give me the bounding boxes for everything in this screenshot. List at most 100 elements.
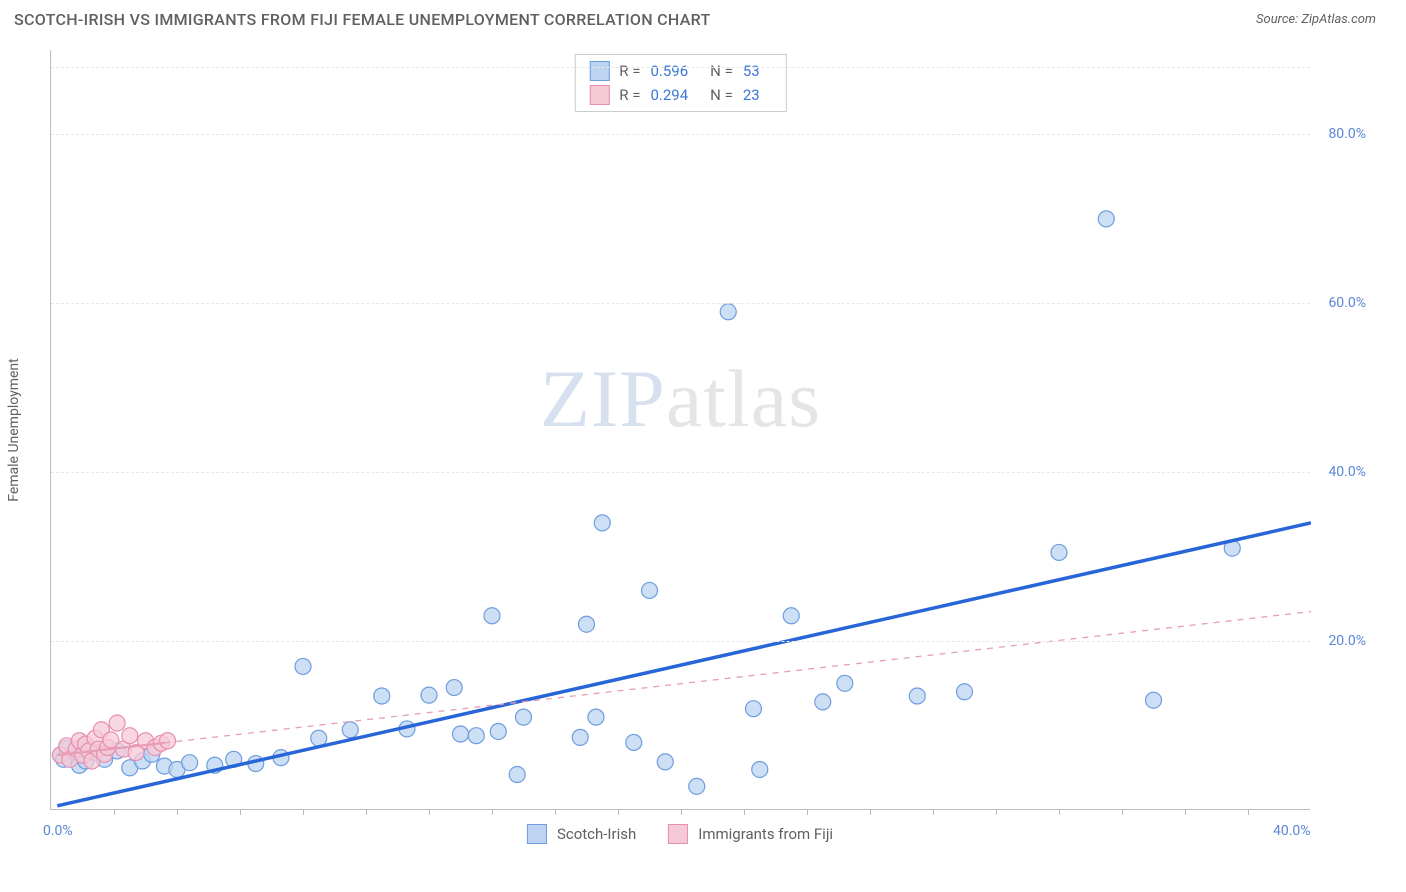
plot-box: ZIPatlas R = 0.596 N = 53 R = 0.294 N = …	[50, 50, 1310, 810]
trend-line-series-2	[164, 612, 1311, 743]
data-point-series-1	[657, 754, 673, 770]
data-point-series-1	[509, 767, 525, 783]
x-minor-tick	[303, 809, 304, 815]
y-tick-label: 20.0%	[1328, 633, 1366, 649]
data-point-series-2	[90, 741, 106, 757]
grid-line	[51, 134, 1310, 135]
data-point-series-2	[122, 728, 138, 744]
x-minor-tick	[1059, 809, 1060, 815]
x-minor-tick	[177, 809, 178, 815]
data-point-series-1	[75, 739, 91, 755]
data-point-series-1	[97, 751, 113, 767]
legend-swatch-bottom-2	[668, 824, 688, 844]
data-point-series-1	[182, 755, 198, 771]
data-point-series-2	[160, 733, 176, 749]
data-point-series-2	[71, 733, 87, 749]
y-tick-label: 40.0%	[1328, 464, 1366, 480]
data-point-series-1	[68, 745, 84, 761]
legend-swatch-series-1	[589, 61, 609, 81]
data-point-series-2	[97, 746, 113, 762]
x-minor-tick	[555, 809, 556, 815]
data-point-series-2	[78, 736, 94, 752]
legend-n-value-2: 23	[743, 86, 760, 104]
data-point-series-1	[109, 743, 125, 759]
x-minor-tick	[114, 809, 115, 815]
x-minor-tick	[240, 809, 241, 815]
data-point-series-1	[311, 730, 327, 746]
data-point-series-2	[93, 722, 109, 738]
x-minor-tick	[1185, 809, 1186, 815]
data-point-series-1	[453, 726, 469, 742]
legend-n-label: N =	[710, 86, 733, 104]
data-point-series-1	[156, 758, 172, 774]
legend-swatch-series-2	[589, 85, 609, 105]
legend-n-value-1: 53	[743, 62, 760, 80]
data-point-series-2	[84, 753, 100, 769]
x-minor-tick	[1122, 809, 1123, 815]
x-minor-tick	[492, 809, 493, 815]
data-point-series-1	[594, 515, 610, 531]
data-point-series-1	[468, 728, 484, 744]
data-point-series-1	[1224, 540, 1240, 556]
y-axis-label: Female Unemployment	[6, 358, 22, 502]
data-point-series-1	[78, 753, 94, 769]
chart-title: SCOTCH-IRISH VS IMMIGRANTS FROM FIJI FEM…	[14, 10, 711, 29]
data-point-series-2	[87, 730, 103, 746]
data-point-series-1	[957, 684, 973, 700]
grid-line	[51, 641, 1310, 642]
x-minor-tick	[933, 809, 934, 815]
data-point-series-1	[421, 687, 437, 703]
legend-r-value-1: 0.596	[650, 62, 688, 80]
data-point-series-1	[720, 304, 736, 320]
data-point-series-2	[103, 732, 119, 748]
data-point-series-1	[56, 751, 72, 767]
legend-row-series-1: R = 0.596 N = 53	[589, 59, 771, 83]
data-point-series-2	[109, 715, 125, 731]
data-point-series-1	[59, 740, 75, 756]
data-point-series-1	[689, 778, 705, 794]
legend-row-series-2: R = 0.294 N = 23	[589, 83, 771, 107]
data-point-series-1	[446, 680, 462, 696]
data-point-series-1	[752, 761, 768, 777]
legend-n-label: N =	[710, 62, 733, 80]
data-point-series-1	[399, 721, 415, 737]
legend-r-label: R =	[619, 86, 640, 104]
data-point-series-1	[169, 761, 185, 777]
data-point-series-1	[1146, 692, 1162, 708]
data-point-series-1	[783, 608, 799, 624]
data-point-series-1	[626, 734, 642, 750]
data-point-series-1	[588, 709, 604, 725]
legend-label-bottom-1: Scotch-Irish	[557, 825, 636, 843]
watermark-zip: ZIP	[540, 353, 666, 444]
x-minor-tick	[429, 809, 430, 815]
data-point-series-1	[144, 746, 160, 762]
legend-r-value-2: 0.294	[650, 86, 688, 104]
data-point-series-1	[1098, 211, 1114, 227]
correlation-legend: R = 0.596 N = 53 R = 0.294 N = 23	[574, 54, 786, 112]
data-point-series-2	[153, 735, 169, 751]
data-point-series-1	[909, 688, 925, 704]
chart-area: ZIPatlas R = 0.596 N = 53 R = 0.294 N = …	[50, 50, 1310, 810]
x-minor-tick	[996, 809, 997, 815]
trend-line-series-2	[57, 743, 164, 755]
series-legend: Scotch-Irish Immigrants from Fiji	[527, 824, 833, 844]
data-point-series-1	[226, 751, 242, 767]
x-minor-tick	[618, 809, 619, 815]
data-point-series-1	[207, 757, 223, 773]
legend-swatch-bottom-1	[527, 824, 547, 844]
data-point-series-2	[138, 733, 154, 749]
legend-label-bottom-2: Immigrants from Fiji	[698, 825, 833, 843]
data-point-series-2	[68, 741, 84, 757]
y-tick-label: 80.0%	[1328, 126, 1366, 142]
data-point-series-1	[87, 745, 103, 761]
data-point-series-2	[52, 747, 68, 763]
data-point-series-2	[81, 743, 97, 759]
x-minor-tick	[681, 809, 682, 815]
y-tick-label: 60.0%	[1328, 295, 1366, 311]
data-point-series-1	[273, 750, 289, 766]
x-minor-tick	[744, 809, 745, 815]
chart-svg-overlay	[51, 50, 1311, 810]
data-point-series-1	[572, 729, 588, 745]
x-minor-tick	[366, 809, 367, 815]
data-point-series-2	[115, 741, 131, 757]
